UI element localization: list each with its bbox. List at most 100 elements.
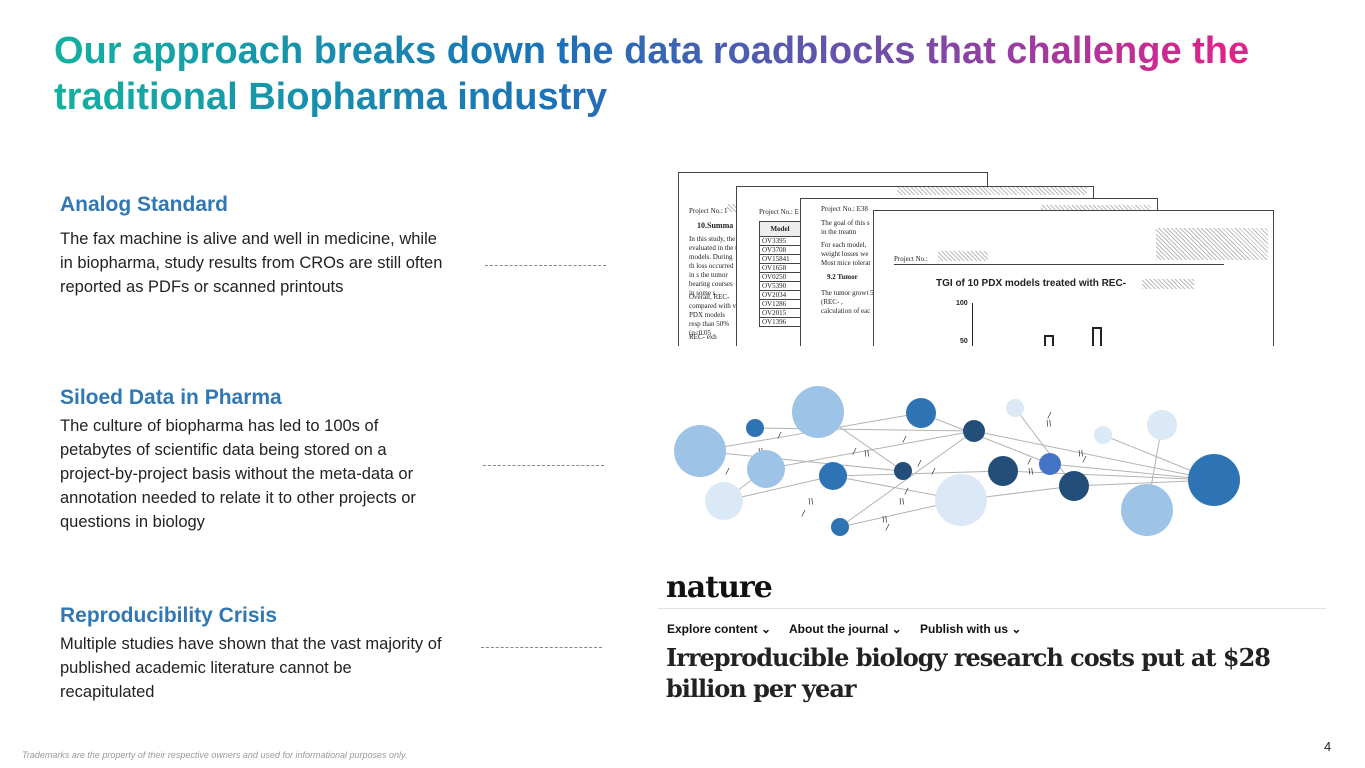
network-node [1039, 453, 1061, 475]
svg-text:/: / [1082, 455, 1087, 464]
nav-label: Publish with us [920, 622, 1009, 636]
section-heading-reproducibility: Reproducibility Crisis [60, 604, 278, 627]
svg-text:/: / [777, 431, 782, 440]
model-cell: OV1658 [759, 263, 801, 273]
doc-heading: 10.Summa [697, 221, 734, 230]
redaction-mark [938, 251, 988, 261]
model-cell: OV3395 [759, 236, 801, 246]
network-node [674, 425, 726, 477]
svg-text:/: / [902, 435, 907, 444]
doc-text: The goal of this s in the treatm [821, 219, 870, 236]
model-table: Model OV3395 OV3708 OV15841 OV1658 OV025… [759, 221, 801, 327]
scanned-documents-image: Project No.: I 10.Summa In this study, t… [678, 172, 1274, 346]
svg-text:/: / [931, 467, 936, 476]
redaction-mark [1142, 279, 1194, 289]
network-node [1147, 410, 1177, 440]
section-heading-analog: Analog Standard [60, 193, 229, 216]
svg-text:\\: \\ [882, 515, 888, 524]
doc-heading: 9.2 Tumor [827, 273, 858, 281]
section-body-reproducibility: Multiple studies have shown that the vas… [60, 635, 442, 701]
slide-title: Our approach breaks down the data roadbl… [54, 28, 1294, 120]
svg-text:\\: \\ [1046, 419, 1052, 428]
network-node [1094, 426, 1112, 444]
nav-publish-with-us[interactable]: Publish with us ⌄ [920, 622, 1021, 636]
doc-chart-axis [972, 303, 973, 346]
doc-text: REC- exh [689, 333, 717, 341]
network-node [935, 474, 987, 526]
connector-line [483, 465, 604, 466]
nature-article-screenshot: nature Explore content ⌄ About the journ… [658, 570, 1326, 710]
svg-text:/: / [917, 459, 922, 468]
svg-text:/: / [904, 487, 909, 496]
doc-chart-bar [1044, 335, 1054, 346]
redaction-mark [727, 204, 739, 212]
svg-text:/: / [725, 467, 730, 476]
network-node [705, 482, 743, 520]
network-node [906, 398, 936, 428]
network-node [894, 462, 912, 480]
model-cell: OV1286 [759, 299, 801, 309]
nature-divider [658, 608, 1326, 609]
model-cell: OV2034 [759, 290, 801, 300]
model-cell: OV15841 [759, 254, 801, 264]
doc-text: The tumor growt 5 (REC- , calculation of… [821, 289, 874, 315]
section-body-siloed: The culture of biopharma has led to 100s… [60, 417, 416, 531]
doc-project-no: Project No.: I [689, 207, 727, 215]
redaction-mark [1156, 228, 1268, 260]
network-node [1006, 399, 1024, 417]
svg-text:\\: \\ [1028, 467, 1034, 476]
nav-about-the-journal[interactable]: About the journal ⌄ [789, 622, 902, 636]
svg-text:/: / [1047, 411, 1052, 420]
model-cell: OV5390 [759, 281, 801, 291]
network-node [746, 419, 764, 437]
svg-text:\\: \\ [864, 449, 870, 458]
svg-text:/: / [852, 447, 857, 456]
page-number: 4 [1324, 739, 1332, 754]
doc-rule [894, 264, 1224, 265]
doc-text: In this study, the evaluated in the t mo… [689, 235, 738, 297]
network-node [1188, 454, 1240, 506]
doc-chart-bar [1092, 327, 1102, 346]
redaction-mark [897, 187, 1087, 195]
chevron-down-icon: ⌄ [761, 622, 772, 636]
network-link-marks: /\\//\\ ///\\\\ /\\//\\ /\\\\// [725, 411, 1087, 532]
doc-text: For each model, weight losses we Most mi… [821, 241, 871, 267]
chevron-down-icon: ⌄ [1011, 622, 1022, 636]
svg-text:\\: \\ [899, 497, 905, 506]
section-body-analog: The fax machine is alive and well in med… [60, 230, 443, 296]
nav-label: About the journal [789, 622, 889, 636]
network-node [819, 462, 847, 490]
network-node [1121, 484, 1173, 536]
network-node [1059, 471, 1089, 501]
chevron-down-icon: ⌄ [891, 622, 902, 636]
siloed-data-network-graphic: /\\//\\ ///\\\\ /\\//\\ /\\\\// [674, 386, 1240, 536]
connector-line [485, 265, 606, 266]
doc-text: Overall, REC- compared with v PDX models… [689, 293, 737, 337]
model-column-header: Model [759, 221, 801, 237]
connector-line [481, 647, 602, 648]
svg-text:/: / [801, 509, 806, 518]
network-node [747, 450, 785, 488]
network-node [963, 420, 985, 442]
doc-project-no: Project No.: [894, 255, 928, 263]
doc-chart-tick: 50 [960, 338, 968, 345]
network-node [988, 456, 1018, 486]
nav-explore-content[interactable]: Explore content ⌄ [667, 622, 771, 636]
network-node [792, 386, 844, 438]
svg-text:/: / [1027, 457, 1032, 466]
doc-chart-title: TGI of 10 PDX models treated with REC- [936, 278, 1127, 289]
nature-logo: nature [666, 570, 773, 605]
model-cell: OV0250 [759, 272, 801, 282]
doc-project-no: Project No.: E [759, 208, 799, 216]
trademark-footer: Trademarks are the property of their res… [22, 750, 408, 760]
svg-text:\\: \\ [808, 497, 814, 506]
model-cell: OV1396 [759, 317, 801, 327]
redaction-mark [1041, 205, 1151, 213]
network-node [831, 518, 849, 536]
article-headline: Irreproducible biology research costs pu… [666, 643, 1271, 703]
section-heading-siloed: Siloed Data in Pharma [60, 386, 282, 409]
svg-text:\\: \\ [1078, 449, 1084, 458]
nav-label: Explore content [667, 622, 758, 636]
model-cell: OV2015 [759, 308, 801, 318]
model-cell: OV3708 [759, 245, 801, 255]
